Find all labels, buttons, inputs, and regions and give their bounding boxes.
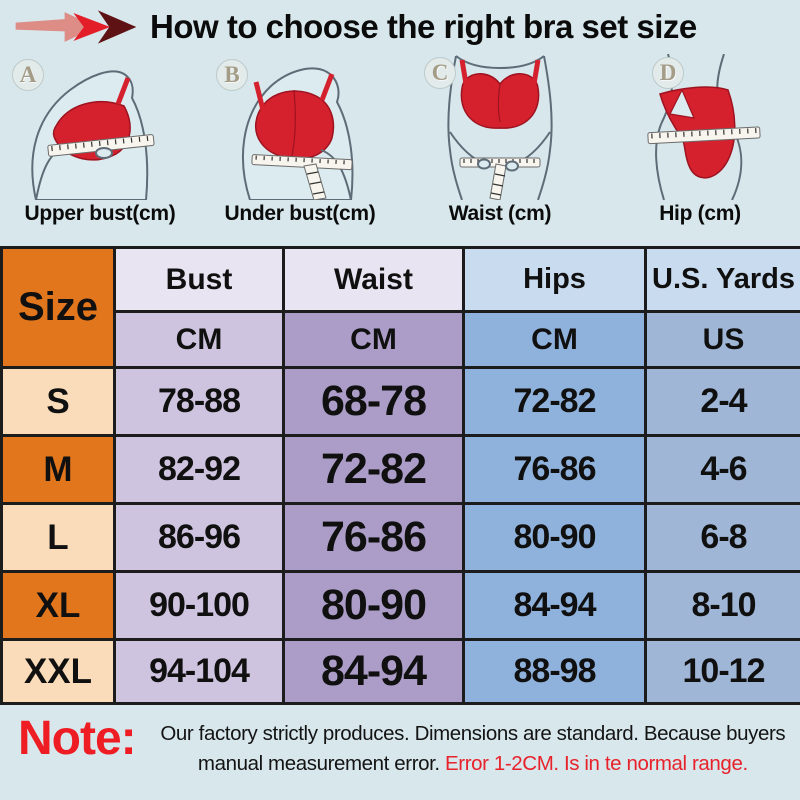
note-label: Note: <box>18 712 137 765</box>
measurement-figures: A B <box>0 54 800 200</box>
cell-xxl-hips: 88-98 <box>462 638 647 705</box>
label-waist: Waist (cm) <box>448 202 552 225</box>
hip-illustration <box>647 54 761 200</box>
table-row-xl: XL 90-100 80-90 84-94 8-10 <box>0 570 800 641</box>
note: Note: Our factory strictly produces. Dim… <box>0 705 800 778</box>
page-title: How to choose the right bra set size <box>150 8 697 45</box>
figure-waist: C <box>400 54 600 200</box>
cell-xxl-waist: 84-94 <box>282 638 465 705</box>
figure-under-bust: B <box>200 54 400 200</box>
label-upper-bust: Upper bust(cm) <box>24 202 176 225</box>
size-xxl: XXL <box>0 638 116 705</box>
cell-xxl-bust: 94-104 <box>113 638 285 705</box>
note-line1: Our factory strictly produces. Dimension… <box>160 722 786 745</box>
table-row-s: S 78-88 68-78 72-82 2-4 <box>0 366 800 437</box>
step-d-badge: D <box>652 57 684 89</box>
label-hip: Hip (cm) <box>659 202 741 225</box>
cell-s-hips: 72-82 <box>462 366 647 437</box>
size-l: L <box>0 502 116 573</box>
cell-m-hips: 76-86 <box>462 434 647 505</box>
size-column-header: Size <box>0 246 116 369</box>
note-text: Our factory strictly produces. Dimension… <box>160 719 786 778</box>
cell-l-hips: 80-90 <box>462 502 647 573</box>
size-m: M <box>0 434 116 505</box>
header: How to choose the right bra set size <box>0 0 800 54</box>
size-xl: XL <box>0 570 116 641</box>
measurement-labels: Upper bust(cm) Under bust(cm) Waist (cm)… <box>0 202 800 234</box>
cell-l-bust: 86-96 <box>113 502 285 573</box>
cell-xl-waist: 80-90 <box>282 570 465 641</box>
hips-unit: CM <box>462 310 647 369</box>
figure-hip: D <box>600 54 800 200</box>
table-row-xxl: XXL 94-104 84-94 88-98 10-12 <box>0 638 800 705</box>
cell-s-us: 2-4 <box>644 366 800 437</box>
hips-header: Hips <box>462 246 647 313</box>
waist-header: Waist <box>282 246 465 313</box>
bust-header: Bust <box>113 246 285 313</box>
cell-s-bust: 78-88 <box>113 366 285 437</box>
us-unit: US <box>644 310 800 369</box>
cell-m-bust: 82-92 <box>113 434 285 505</box>
under-bust-illustration <box>242 67 354 200</box>
cell-m-us: 4-6 <box>644 434 800 505</box>
label-under-bust: Under bust(cm) <box>224 202 376 225</box>
figure-upper-bust: A <box>0 54 200 200</box>
cell-m-waist: 72-82 <box>282 434 465 505</box>
cell-l-us: 6-8 <box>644 502 800 573</box>
cell-xl-bust: 90-100 <box>113 570 285 641</box>
waist-unit: CM <box>282 310 465 369</box>
triple-arrow-right-icon <box>15 10 137 44</box>
cell-s-waist: 68-78 <box>282 366 465 437</box>
note-line2-black: manual measurement error. <box>197 751 440 775</box>
upper-bust-illustration <box>31 70 155 200</box>
cell-xl-hips: 84-94 <box>462 570 647 641</box>
us-yards-header: U.S. Yards <box>644 246 800 313</box>
size-s: S <box>0 366 116 437</box>
cell-l-waist: 76-86 <box>282 502 465 573</box>
table-row-m: M 82-92 72-82 76-86 4-6 <box>0 434 800 505</box>
cell-xxl-us: 10-12 <box>644 638 800 705</box>
table-row-l: L 86-96 76-86 80-90 6-8 <box>0 502 800 573</box>
size-chart-table: Size Bust Waist Hips U.S. Yards CM CM CM… <box>0 246 800 705</box>
waist-illustration <box>447 55 553 200</box>
step-b-badge: B <box>216 59 248 91</box>
bust-unit: CM <box>113 310 285 369</box>
cell-xl-us: 8-10 <box>644 570 800 641</box>
step-c-badge: C <box>424 57 456 89</box>
note-line2-red: Error 1-2CM. Is in te normal range. <box>445 751 748 775</box>
step-a-badge: A <box>12 59 44 91</box>
